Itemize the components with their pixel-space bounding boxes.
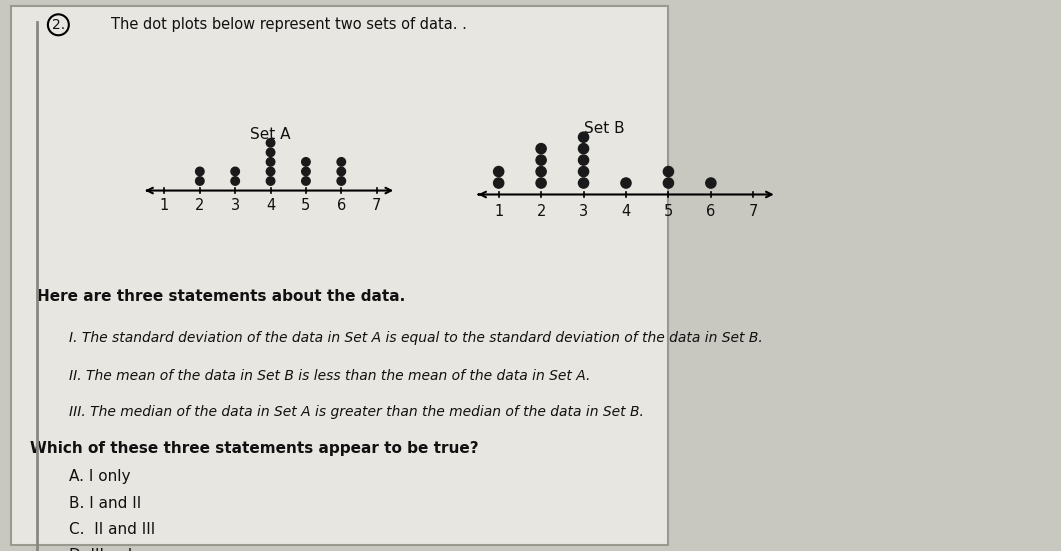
Circle shape: [231, 177, 240, 185]
Circle shape: [266, 148, 275, 156]
Circle shape: [663, 178, 674, 188]
Text: I. The standard deviation of the data in Set A is equal to the standard deviatio: I. The standard deviation of the data in…: [69, 331, 763, 344]
Circle shape: [578, 132, 589, 142]
Text: 6: 6: [336, 198, 346, 213]
Circle shape: [195, 167, 204, 176]
Text: 1: 1: [494, 204, 503, 219]
Circle shape: [337, 167, 346, 176]
Circle shape: [578, 155, 589, 165]
Circle shape: [266, 177, 275, 185]
Text: 2: 2: [537, 204, 545, 219]
Text: B. I and II: B. I and II: [69, 496, 141, 511]
Circle shape: [301, 158, 310, 166]
Circle shape: [578, 144, 589, 154]
Text: 2.: 2.: [52, 18, 65, 32]
Text: 2: 2: [195, 198, 205, 213]
Text: 6: 6: [707, 204, 715, 219]
Text: 5: 5: [664, 204, 673, 219]
Circle shape: [536, 155, 546, 165]
Circle shape: [536, 178, 546, 188]
Text: 3: 3: [230, 198, 240, 213]
Circle shape: [231, 167, 240, 176]
Text: C.  II and III: C. II and III: [69, 522, 155, 537]
Text: A. I only: A. I only: [69, 469, 131, 484]
Circle shape: [337, 177, 346, 185]
Circle shape: [266, 167, 275, 176]
Text: Here are three statements about the data.: Here are three statements about the data…: [37, 289, 405, 304]
Text: 3: 3: [579, 204, 588, 219]
Text: 4: 4: [622, 204, 630, 219]
Circle shape: [195, 177, 204, 185]
Circle shape: [493, 166, 504, 177]
Text: Which of these three statements appear to be true?: Which of these three statements appear t…: [30, 441, 479, 456]
Circle shape: [663, 166, 674, 177]
Text: 7: 7: [372, 198, 381, 213]
Circle shape: [621, 178, 631, 188]
Circle shape: [706, 178, 716, 188]
Circle shape: [536, 144, 546, 154]
Circle shape: [266, 138, 275, 147]
Text: D. III only: D. III only: [69, 548, 141, 551]
Text: III. The median of the data in Set A is greater than the median of the data in S: III. The median of the data in Set A is …: [69, 405, 644, 419]
Circle shape: [493, 178, 504, 188]
Circle shape: [301, 177, 310, 185]
Circle shape: [578, 178, 589, 188]
Text: 5: 5: [301, 198, 311, 213]
Text: The dot plots below represent two sets of data. .: The dot plots below represent two sets o…: [111, 17, 467, 33]
Text: Set A: Set A: [250, 127, 291, 142]
Text: 7: 7: [749, 204, 758, 219]
Circle shape: [337, 158, 346, 166]
Circle shape: [266, 158, 275, 166]
Circle shape: [301, 167, 310, 176]
Circle shape: [578, 166, 589, 177]
Text: Set B: Set B: [585, 121, 625, 136]
Text: 4: 4: [266, 198, 275, 213]
Circle shape: [536, 166, 546, 177]
Text: II. The mean of the data in Set B is less than the mean of the data in Set A.: II. The mean of the data in Set B is les…: [69, 369, 590, 383]
Text: 1: 1: [160, 198, 169, 213]
